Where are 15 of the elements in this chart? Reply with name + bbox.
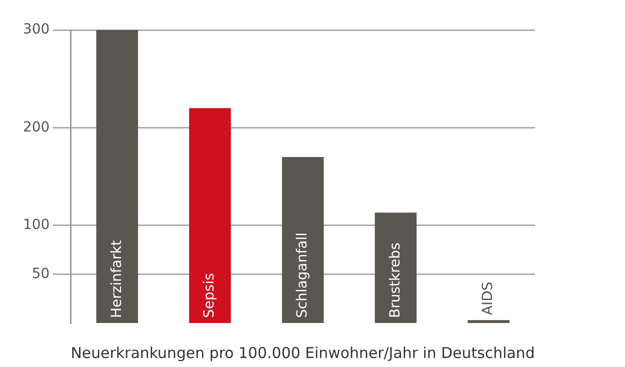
x-tick-label: Sepsis (202, 273, 218, 318)
x-tick-label: Schlaganfall (294, 232, 310, 318)
x-tick-label: Brustkrebs (387, 242, 404, 318)
y-tick-label: 200 (22, 119, 50, 136)
x-axis-title: Neuerkrankungen pro 100.000 Einwohner/Jahr in Deutschland (70, 344, 535, 362)
x-tick-label: AIDS (480, 282, 496, 316)
x-tick-label: Herzinfarkt (108, 240, 125, 318)
bar (468, 320, 510, 323)
bar (374, 212, 417, 323)
bar (189, 108, 231, 323)
y-tick-label: 300 (22, 22, 50, 38)
y-tick-label: 50 (32, 266, 50, 282)
bar (282, 156, 324, 323)
bar (96, 30, 138, 323)
y-tick-label: 100 (22, 216, 50, 233)
